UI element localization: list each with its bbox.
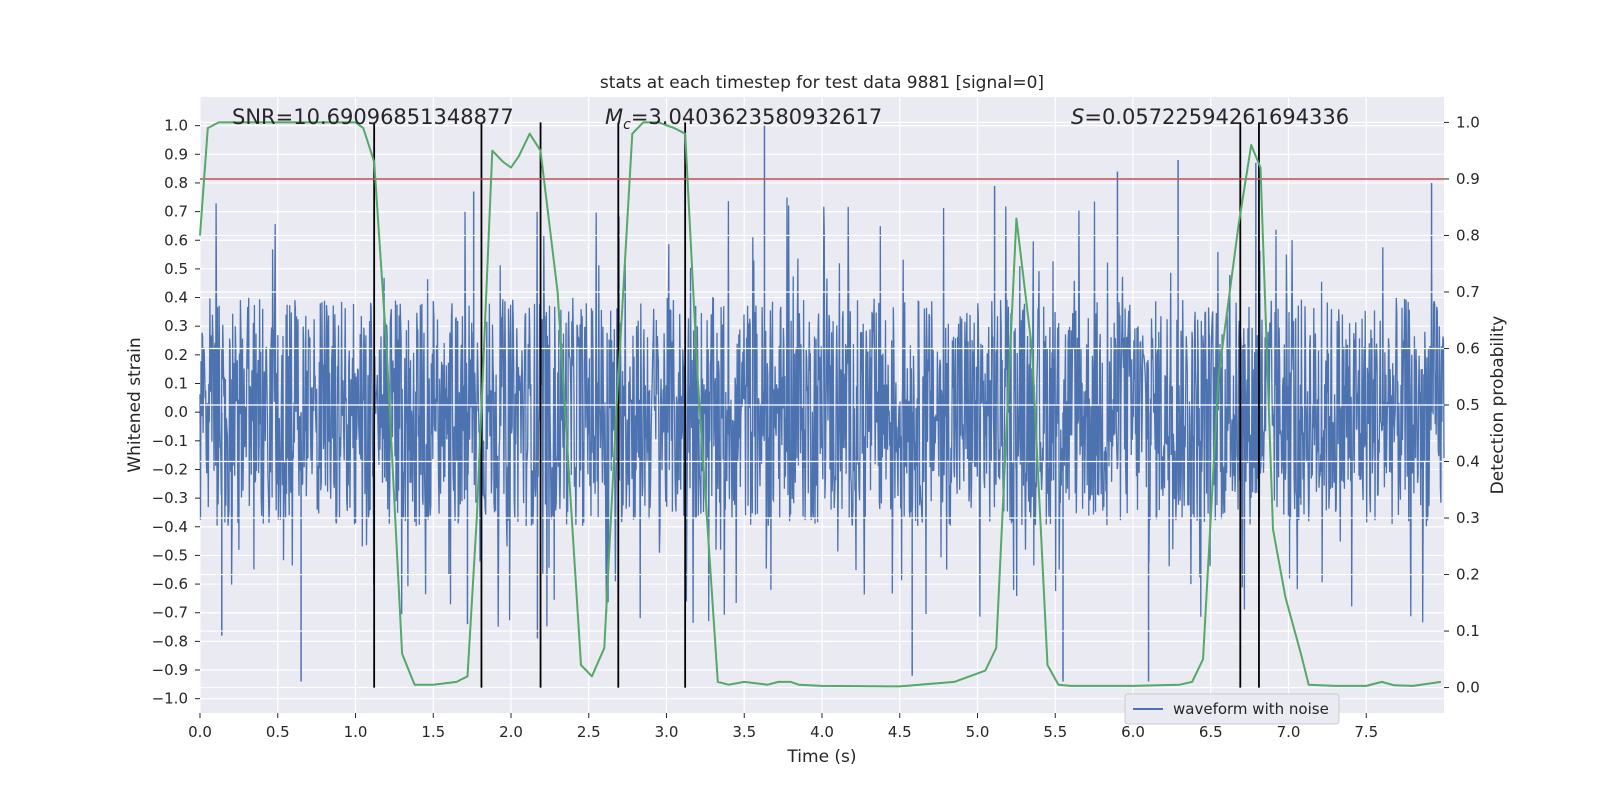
x-tick-label: 1.5 [421, 723, 445, 741]
x-tick-label: 0.5 [266, 723, 290, 741]
y2-tick-label: 1.0 [1456, 113, 1480, 131]
y-tick-label: 1.0 [164, 117, 188, 135]
s-value: =0.05722594261694336 [1084, 105, 1349, 129]
y2-tick-label: 0.9 [1456, 170, 1480, 188]
y-tick-label: −0.1 [152, 432, 188, 450]
s-symbol: S [1071, 105, 1084, 129]
x-tick-label: 5.0 [966, 723, 990, 741]
y-tick-label: 0.8 [164, 174, 188, 192]
x-tick-label: 3.5 [732, 723, 756, 741]
legend-box [1124, 693, 1340, 725]
x-tick-label: 1.0 [344, 723, 368, 741]
x-tick-label: 4.0 [810, 723, 834, 741]
vertical-markers [373, 122, 1260, 688]
x-tick-label: 3.0 [655, 723, 679, 741]
grid-overlay [200, 121, 1444, 689]
y-tick-label: −0.3 [152, 489, 188, 507]
y2-tick-label: 0.1 [1456, 622, 1480, 640]
y-tick-label: −0.6 [152, 575, 188, 593]
probability-line [199, 121, 1442, 688]
chart-title: stats at each timestep for test data 988… [600, 73, 1044, 93]
y-tick-label: 0.3 [164, 317, 188, 335]
y-tick-label: 0.0 [164, 403, 188, 421]
x-tick-label: 0.0 [188, 723, 212, 741]
mc-annotation: Mc=3.0403623580932617 [605, 105, 882, 133]
y2-tick-label: 0.5 [1456, 396, 1480, 414]
y-tick-label: 0.9 [164, 145, 188, 163]
legend-label-waveform: waveform with noise [1173, 700, 1329, 718]
x-tick-label: 2.5 [577, 723, 601, 741]
y2-tick-label: 0.8 [1456, 226, 1480, 244]
y-tick-label: −0.7 [152, 604, 188, 622]
y2-tick-label: 0.7 [1456, 283, 1480, 301]
waveform-series [199, 125, 1445, 682]
y-tick-label: 0.7 [164, 203, 188, 221]
probability-series [199, 121, 1442, 688]
y2-tick-label: 0.0 [1456, 679, 1480, 697]
y2-tick-label: 0.2 [1456, 566, 1480, 584]
x-tick-label: 7.5 [1354, 723, 1378, 741]
s-annotation: S=0.05722594261694336 [1071, 105, 1349, 129]
mc-value: =3.0403623580932617 [631, 105, 882, 129]
snr-annotation: SNR=10.69096851348877 [232, 105, 514, 129]
y2-tick-label: 0.4 [1456, 453, 1480, 471]
y-tick-label: 0.1 [164, 375, 188, 393]
y-tick-label: 0.5 [164, 260, 188, 278]
y-tick-label: −0.4 [152, 518, 188, 536]
y-tick-label: −0.5 [152, 546, 188, 564]
waveform-noise-line [199, 197, 1445, 627]
y2-tick-label: 0.6 [1456, 339, 1480, 357]
y-tick-label: 0.2 [164, 346, 188, 364]
x-tick-label: 5.5 [1043, 723, 1067, 741]
mc-symbol: M [605, 105, 623, 129]
x-tick-label: 2.0 [499, 723, 523, 741]
legend: waveform with noise [1124, 693, 1340, 725]
y2-tick-label: 0.3 [1456, 509, 1480, 527]
x-tick-label: 6.0 [1121, 723, 1145, 741]
x-tick-label: 7.0 [1277, 723, 1301, 741]
y-tick-label: −0.8 [152, 632, 188, 650]
y-tick-label: −1.0 [152, 690, 188, 708]
y-tick-label: −0.2 [152, 460, 188, 478]
x-tick-label: 4.5 [888, 723, 912, 741]
y-axis-label: Whitened strain [125, 337, 145, 472]
x-tick-label: 6.5 [1199, 723, 1223, 741]
y-tick-label: 0.4 [164, 289, 188, 307]
x-axis-label: Time (s) [786, 747, 856, 767]
axis-ticks: 0.0 0.5 1.0 1.5 2.0 2.5 3.0 3.5 4.0 4.5 5.0 5.5 6.0 6… [152, 113, 1480, 741]
y2-axis-label: Detection probability [1488, 316, 1508, 495]
mc-subscript: c [623, 117, 631, 133]
y-tick-label: −0.9 [152, 661, 188, 679]
y-tick-label: 0.6 [164, 231, 188, 249]
